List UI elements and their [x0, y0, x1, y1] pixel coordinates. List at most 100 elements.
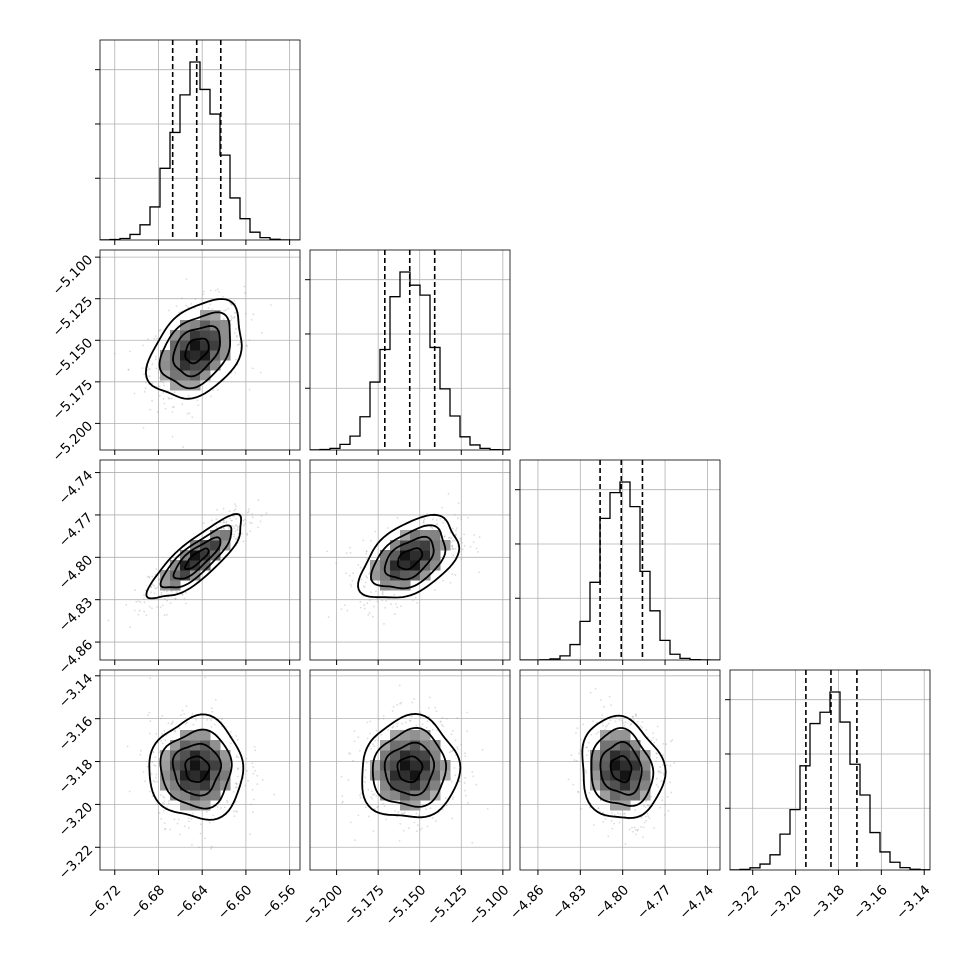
density-cell: [610, 770, 621, 781]
density-cell: [420, 540, 431, 551]
sample-point: [210, 707, 213, 710]
sample-point: [163, 809, 165, 812]
density-cell: [180, 780, 191, 791]
density-cell: [410, 800, 421, 811]
sample-point: [223, 528, 226, 530]
sample-point: [399, 823, 402, 825]
density-cell: [190, 780, 201, 791]
sample-point: [452, 730, 454, 732]
sample-point: [244, 784, 247, 787]
density-cell: [390, 580, 401, 591]
sample-point: [652, 737, 655, 739]
sample-point: [426, 513, 428, 516]
sample-point: [449, 531, 452, 534]
sample-point: [210, 519, 213, 522]
density-cell: [610, 800, 621, 811]
sample-point: [141, 367, 144, 369]
sample-point: [155, 355, 157, 358]
sample-point: [382, 802, 385, 805]
contour-level-1: [396, 755, 424, 784]
sample-point: [414, 596, 417, 599]
sample-point: [153, 780, 156, 783]
density-cell: [170, 780, 181, 791]
sample-point: [168, 309, 171, 312]
sample-point: [419, 716, 422, 719]
sample-point: [225, 520, 228, 523]
density-cell: [590, 780, 601, 791]
sample-point: [472, 775, 475, 778]
sample-point: [161, 714, 164, 717]
sample-point: [223, 310, 226, 312]
sample-point: [173, 818, 176, 821]
sample-point: [613, 822, 615, 825]
sample-point: [237, 526, 239, 528]
density-cell: [400, 750, 411, 761]
sample-point: [396, 516, 399, 519]
sample-point: [234, 372, 237, 374]
density-cells: [160, 530, 231, 591]
sample-point: [341, 801, 344, 804]
density-cell: [400, 800, 411, 811]
sample-point: [152, 779, 155, 782]
sample-point: [467, 517, 469, 519]
sample-point: [174, 730, 177, 732]
sample-point: [183, 713, 186, 715]
density-cell: [190, 540, 201, 551]
sample-point: [156, 410, 159, 413]
sample-point: [359, 794, 361, 797]
sample-point: [176, 822, 179, 825]
sample-point: [199, 832, 202, 835]
sample-point: [114, 352, 116, 355]
sample-point: [243, 524, 245, 527]
sample-point: [650, 795, 653, 798]
density-cell: [200, 330, 211, 341]
sample-point: [246, 345, 248, 348]
sample-point: [646, 804, 649, 807]
sample-point: [452, 548, 454, 550]
x-tick-label: −4.77: [634, 882, 675, 923]
density-cell: [200, 550, 211, 561]
sample-point: [221, 528, 223, 530]
sample-point: [618, 821, 621, 824]
sample-point: [619, 813, 622, 816]
sample-point: [368, 611, 371, 614]
sample-point: [235, 524, 238, 527]
x-tick-label: −3.18: [807, 882, 848, 923]
sample-point: [352, 759, 354, 762]
sample-point: [665, 743, 668, 746]
sample-point: [155, 587, 158, 590]
sample-point: [232, 791, 235, 793]
sample-point: [247, 510, 250, 513]
sample-point: [155, 777, 157, 779]
density-cell: [600, 760, 611, 771]
density-cell: [210, 320, 221, 331]
sample-point: [244, 522, 247, 525]
sample-point: [249, 833, 251, 835]
sample-point: [251, 762, 254, 765]
sample-point: [233, 810, 235, 813]
density-cell: [170, 580, 181, 591]
sample-point: [642, 826, 645, 829]
sample-point: [233, 312, 236, 314]
sample-point: [453, 767, 456, 769]
sample-point: [155, 733, 158, 735]
sample-point: [420, 827, 423, 830]
panel-0-0: [95, 39, 301, 245]
sample-point: [377, 718, 380, 720]
sample-point: [231, 519, 234, 522]
density-cell: [420, 730, 431, 741]
y-tick-label: −3.14: [56, 671, 97, 712]
sample-point: [210, 845, 213, 848]
sample-point: [415, 812, 418, 815]
sample-point: [154, 335, 157, 338]
density-cell: [210, 340, 221, 351]
sample-point: [327, 616, 330, 619]
density-cell: [170, 570, 181, 581]
sample-point: [641, 721, 644, 723]
sample-point: [444, 535, 446, 538]
density-cell: [210, 740, 221, 751]
sample-point: [475, 783, 478, 786]
sample-point: [236, 754, 238, 757]
sample-point: [597, 731, 600, 734]
contour-level-2: [172, 536, 222, 580]
